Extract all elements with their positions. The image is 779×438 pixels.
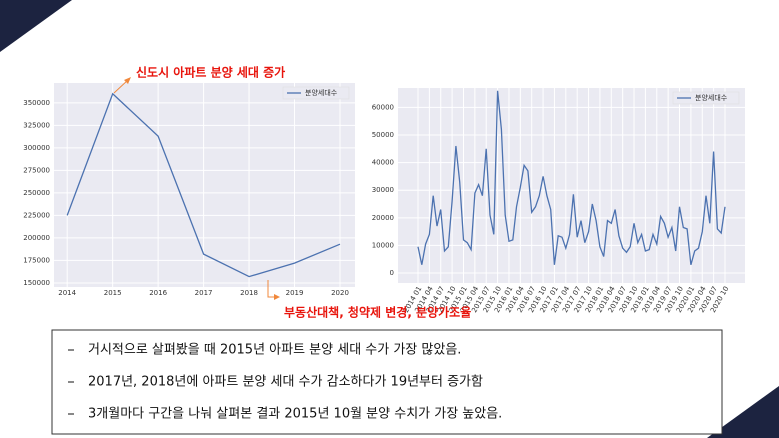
y-tick-label: 150000 bbox=[23, 279, 50, 287]
annotation: 부동산대책, 청약제 변경, 분양가조율 bbox=[284, 305, 471, 320]
note-text: 3개월마다 구간을 나눠 살펴본 결과 2015년 10월 분양 수치가 가장 … bbox=[88, 407, 502, 422]
note-text: 거시적으로 살펴봤을 때 2015년 아파트 분양 세대 수가 가장 많았음. bbox=[88, 343, 461, 358]
y-tick-label: 20000 bbox=[372, 214, 394, 222]
y-tick-label: 10000 bbox=[372, 241, 394, 249]
y-tick-label: 30000 bbox=[372, 186, 394, 194]
data-line bbox=[66, 92, 341, 278]
x-tick-label: 2019 bbox=[286, 289, 304, 297]
corner-decoration bbox=[707, 386, 779, 438]
y-tick-label: 175000 bbox=[23, 256, 50, 264]
y-tick-label: 40000 bbox=[372, 159, 394, 167]
plot-area bbox=[398, 88, 745, 283]
x-tick-label: 2020 bbox=[331, 289, 349, 297]
x-tick-label: 2015 bbox=[104, 289, 122, 297]
annotation-arrow bbox=[113, 79, 129, 94]
y-tick-label: 0 bbox=[390, 269, 394, 277]
charts: 2014 2015 2016 2017 2018 2019 2020 150000 175000… bbox=[23, 83, 745, 314]
y-tick-label: 275000 bbox=[23, 166, 50, 174]
annotation-arrow bbox=[267, 280, 276, 298]
note-text: 2017년, 2018년에 아파트 분양 세대 수가 감소하다가 19년부터 증… bbox=[88, 375, 483, 390]
y-tick-label: 250000 bbox=[23, 189, 50, 197]
annotation-arrowhead bbox=[274, 294, 280, 300]
legend-label: 분양세대수 bbox=[305, 88, 338, 97]
y-tick-label: 60000 bbox=[372, 103, 394, 111]
text-box bbox=[51, 329, 723, 435]
notes: 거시적으로 살펴봤을 때 2015년 아파트 분양 세대 수가 가장 많았음. 2… bbox=[68, 343, 502, 422]
corner-decoration bbox=[0, 0, 72, 52]
y-tick-label: 350000 bbox=[23, 99, 50, 107]
legend-box bbox=[282, 86, 350, 100]
y-tick-label: 325000 bbox=[23, 121, 50, 129]
y-tick-label: 200000 bbox=[23, 234, 50, 242]
x-tick-label: 2016 bbox=[149, 289, 167, 297]
x-tick-label: 2014 bbox=[58, 289, 76, 297]
y-tick-label: 225000 bbox=[23, 211, 50, 219]
x-tick-label: 2017 bbox=[195, 289, 213, 297]
x-tick-label: 2018 bbox=[240, 289, 258, 297]
y-tick-label: 300000 bbox=[23, 144, 50, 152]
legend-label: 분양세대수 bbox=[695, 93, 728, 102]
legend-box bbox=[672, 91, 740, 105]
y-tick-label: 50000 bbox=[372, 131, 394, 139]
data-line bbox=[417, 90, 726, 265]
annotation: 신도시 아파트 분양 세대 증가 bbox=[136, 65, 285, 80]
annotation-arrowhead bbox=[124, 77, 131, 84]
